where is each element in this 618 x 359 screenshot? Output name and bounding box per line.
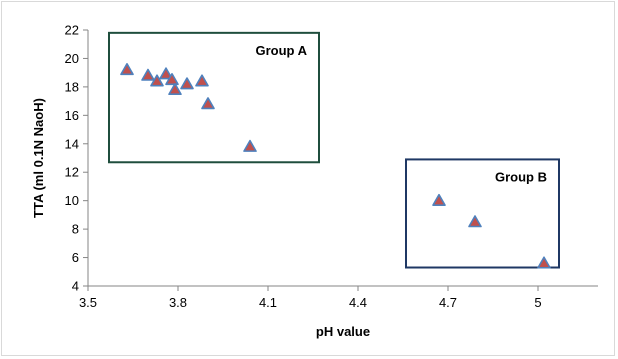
x-tick-label: 4.1: [259, 295, 277, 310]
x-tick-label: 5: [534, 295, 541, 310]
y-tick-label: 20: [65, 51, 79, 66]
data-point: [468, 215, 482, 228]
data-point: [180, 77, 194, 90]
group-a-box: [108, 31, 320, 164]
axes-layer: [87, 30, 598, 287]
x-tick-label: 3.5: [79, 295, 97, 310]
y-tick-label: 14: [65, 136, 79, 151]
x-tick-label: 4.7: [439, 295, 457, 310]
data-point: [159, 67, 173, 80]
x-axis-title: pH value: [316, 324, 370, 339]
ticks-layer: 4 6 8 10 12 14 16 18 20 22 3.5 3.8 4.1 4.4 4.7 5: [65, 23, 542, 311]
group-b-box: [405, 158, 560, 269]
group-a-label: Group A: [255, 43, 307, 58]
data-point: [150, 74, 164, 87]
data-point: [168, 82, 182, 96]
points-layer: [120, 63, 551, 269]
y-tick-label: 12: [65, 165, 79, 180]
data-point: [201, 97, 215, 110]
data-point: [165, 72, 179, 86]
x-tick-label: 4.4: [349, 295, 367, 310]
y-tick-label: 8: [72, 222, 79, 237]
annotations-layer: Group A Group B: [108, 31, 560, 269]
y-tick-label: 6: [72, 250, 79, 265]
data-point: [243, 139, 257, 152]
y-axis-title: TTA (ml 0.1N NaoH): [31, 98, 46, 218]
y-tick-label: 10: [65, 193, 79, 208]
data-point: [141, 68, 155, 81]
group-b-label: Group B: [495, 169, 547, 184]
y-tick-label: 16: [65, 108, 79, 123]
data-point: [537, 256, 551, 269]
y-tick-label: 4: [72, 279, 79, 294]
x-tick-label: 3.8: [169, 295, 187, 310]
data-point: [120, 63, 134, 76]
y-tick-label: 22: [65, 23, 79, 38]
data-point: [195, 74, 209, 87]
data-point: [432, 193, 446, 206]
y-tick-label: 18: [65, 79, 79, 94]
